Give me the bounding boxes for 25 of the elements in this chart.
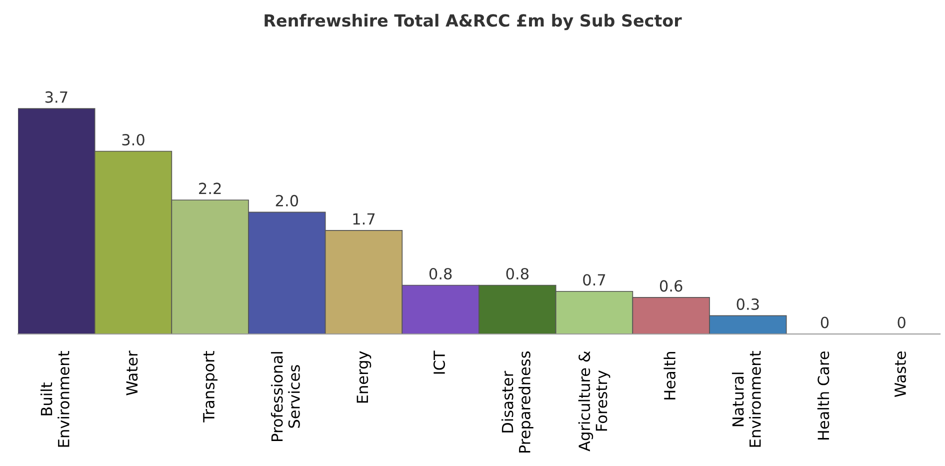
x-tick-label: Health Care bbox=[817, 351, 830, 440]
data-label: 2.2 bbox=[199, 182, 221, 194]
data-label: 0.6 bbox=[660, 280, 682, 292]
data-label: 0 bbox=[820, 316, 829, 328]
x-tick-label: Built Environment bbox=[40, 351, 70, 447]
x-tick-label: Waste bbox=[894, 351, 906, 397]
x-tick-label: Energy bbox=[356, 351, 372, 403]
x-tick-label: Water bbox=[126, 350, 138, 396]
data-label: 3.0 bbox=[122, 134, 144, 146]
chart-title: Renfrewshire Total A&RCC £m by Sub Sector bbox=[264, 14, 682, 30]
data-label: 0.7 bbox=[583, 274, 606, 286]
x-tick-label: ICT bbox=[433, 350, 446, 374]
x-tick-label: Disaster Preparedness bbox=[501, 351, 534, 453]
data-label: 0 bbox=[898, 316, 906, 328]
x-tick-label: Transport bbox=[203, 351, 218, 422]
data-label: 3.7 bbox=[45, 91, 68, 103]
data-label: 0.3 bbox=[736, 298, 759, 310]
data-label: 1.7 bbox=[353, 213, 375, 224]
x-tick-label: Health bbox=[664, 352, 676, 400]
data-label: 2.0 bbox=[276, 194, 298, 206]
x-tick-label: Professional Services bbox=[270, 352, 300, 441]
data-label: 0.8 bbox=[506, 268, 529, 280]
x-tick-label: Natural Environment bbox=[732, 351, 761, 447]
x-tick-label: Agriculture & Forestry bbox=[578, 351, 610, 452]
data-label: 0.8 bbox=[429, 268, 452, 280]
